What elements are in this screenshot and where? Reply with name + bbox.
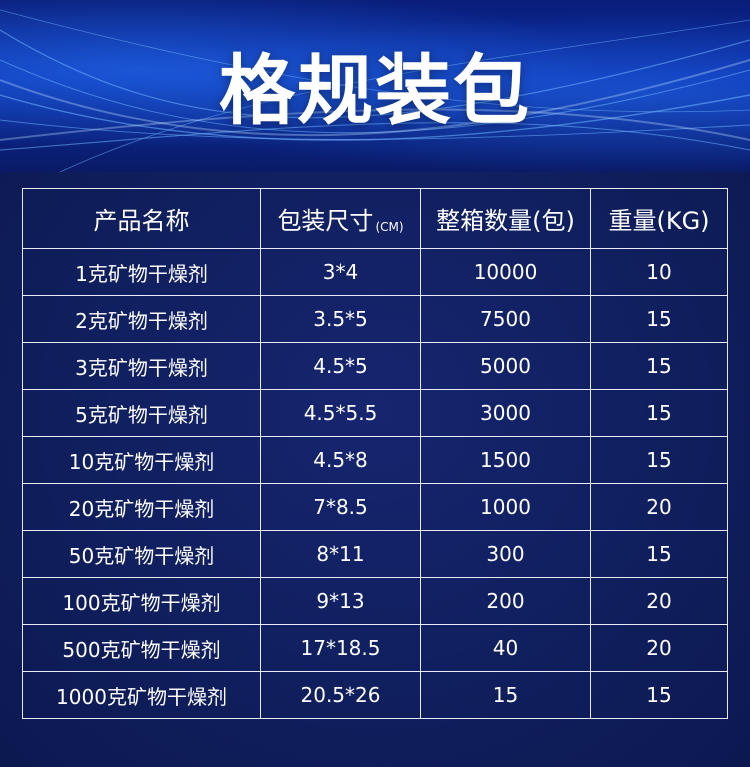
cell-box-quantity: 7500	[420, 295, 591, 343]
cell-weight: 15	[590, 530, 728, 578]
table-row: 1克矿物干燥剂 3*4 10000 10	[22, 248, 728, 296]
cell-package-size: 17*18.5	[260, 624, 421, 672]
cell-weight: 20	[590, 483, 728, 531]
table-row: 3克矿物干燥剂 4.5*5 5000 15	[22, 342, 728, 390]
cell-weight: 20	[590, 577, 728, 625]
cell-package-size: 20.5*26	[260, 671, 421, 719]
cell-product-name: 500克矿物干燥剂	[22, 624, 261, 672]
cell-box-quantity: 15	[420, 671, 591, 719]
header-box-quantity: 整箱数量(包)	[420, 188, 591, 249]
cell-product-name: 5克矿物干燥剂	[22, 389, 261, 437]
cell-weight: 15	[590, 436, 728, 484]
cell-package-size: 9*13	[260, 577, 421, 625]
cell-package-size: 4.5*8	[260, 436, 421, 484]
cell-box-quantity: 10000	[420, 248, 591, 296]
header-package-size: 包装尺寸 (CM)	[260, 188, 421, 249]
cell-package-size: 4.5*5.5	[260, 389, 421, 437]
cell-product-name: 1000克矿物干燥剂	[22, 671, 261, 719]
cell-package-size: 3.5*5	[260, 295, 421, 343]
header-banner: 格规装包	[0, 0, 750, 172]
table-row: 20克矿物干燥剂 7*8.5 1000 20	[22, 483, 728, 531]
cell-weight: 20	[590, 624, 728, 672]
table-row: 500克矿物干燥剂 17*18.5 40 20	[22, 624, 728, 672]
cell-product-name: 1克矿物干燥剂	[22, 248, 261, 296]
cell-box-quantity: 40	[420, 624, 591, 672]
header-row: 产品名称 包装尺寸 (CM) 整箱数量(包) 重量(KG)	[22, 188, 728, 249]
light-streaks-decoration	[0, 9, 750, 172]
cell-package-size: 8*11	[260, 530, 421, 578]
table-row: 1000克矿物干燥剂 20.5*26 15 15	[22, 671, 728, 719]
cell-package-size: 7*8.5	[260, 483, 421, 531]
cell-box-quantity: 5000	[420, 342, 591, 390]
table-row: 2克矿物干燥剂 3.5*5 7500 15	[22, 295, 728, 343]
table-row: 5克矿物干燥剂 4.5*5.5 3000 15	[22, 389, 728, 437]
cell-weight: 10	[590, 248, 728, 296]
cell-product-name: 10克矿物干燥剂	[22, 436, 261, 484]
cell-product-name: 50克矿物干燥剂	[22, 530, 261, 578]
table-row: 50克矿物干燥剂 8*11 300 15	[22, 530, 728, 578]
cell-weight: 15	[590, 389, 728, 437]
cell-weight: 15	[590, 671, 728, 719]
cell-box-quantity: 1000	[420, 483, 591, 531]
cell-product-name: 20克矿物干燥剂	[22, 483, 261, 531]
spec-table: 产品名称 包装尺寸 (CM) 整箱数量(包) 重量(KG) 1克矿物干燥剂 3*4…	[22, 188, 728, 719]
header-size-label: 包装尺寸	[277, 207, 374, 235]
cell-product-name: 2克矿物干燥剂	[22, 295, 261, 343]
header-weight: 重量(KG)	[590, 188, 728, 249]
cell-box-quantity: 1500	[420, 436, 591, 484]
table-row: 10克矿物干燥剂 4.5*8 1500 15	[22, 436, 728, 484]
cell-box-quantity: 200	[420, 577, 591, 625]
cell-box-quantity: 300	[420, 530, 591, 578]
table-row: 100克矿物干燥剂 9*13 200 20	[22, 577, 728, 625]
cell-package-size: 3*4	[260, 248, 421, 296]
cell-box-quantity: 3000	[420, 389, 591, 437]
cell-package-size: 4.5*5	[260, 342, 421, 390]
page-title: 格规装包	[219, 46, 531, 135]
cell-weight: 15	[590, 342, 728, 390]
cell-product-name: 100克矿物干燥剂	[22, 577, 261, 625]
cell-weight: 15	[590, 295, 728, 343]
header-product-name: 产品名称	[22, 188, 261, 249]
cell-product-name: 3克矿物干燥剂	[22, 342, 261, 390]
header-size-unit: (CM)	[375, 220, 404, 234]
